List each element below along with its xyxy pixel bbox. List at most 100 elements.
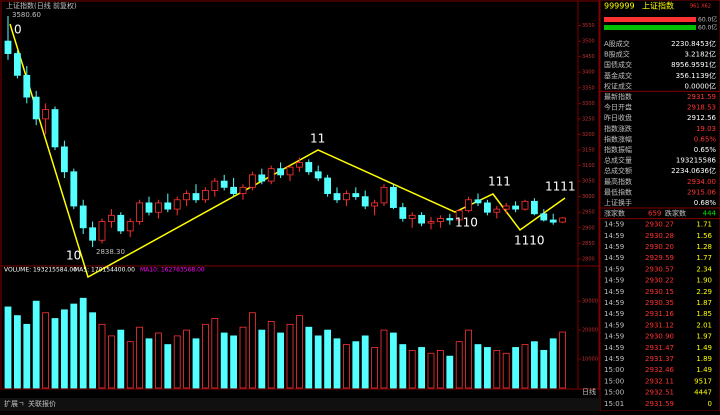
wave-label: 111: [488, 175, 511, 189]
y-tick-label: 2850: [582, 241, 595, 247]
candle-body: [427, 221, 435, 224]
candle-body: [389, 186, 397, 208]
y-tick-label: 3000: [582, 194, 595, 200]
candle-body: [446, 218, 454, 221]
candle-body: [512, 205, 519, 210]
tick-volume: 1.89: [696, 355, 712, 363]
candle-body: [248, 174, 256, 188]
tick-time: 14:59: [604, 321, 624, 329]
volume-bar: [305, 326, 313, 389]
candle-body: [136, 202, 144, 222]
y-tick-label: 2900: [582, 225, 595, 231]
candle-body: [418, 214, 426, 224]
candle-body: [4, 40, 12, 54]
volume-bar: [549, 338, 557, 389]
v-tick-label: 30000: [582, 299, 598, 305]
tick-price: 2931.37: [645, 355, 674, 363]
stat-label: 权证成交: [604, 81, 632, 90]
volume-bar: [324, 329, 332, 389]
stat-label: 昨日收盘: [604, 113, 632, 122]
candle-body: [371, 202, 379, 207]
volume-header: VOLUME: 193215584.00: [4, 267, 77, 274]
volume-bar: [436, 349, 444, 389]
candle-body: [286, 166, 294, 176]
volume-bar: [126, 341, 134, 389]
volume-bar: [154, 332, 162, 389]
volume-bar: [61, 309, 68, 389]
tick-time: 14:59: [604, 232, 624, 240]
candle-body: [154, 202, 162, 213]
volume-bar: [108, 335, 115, 389]
stat-value: 2912.56: [687, 114, 716, 122]
tick-time: 14:59: [604, 265, 624, 273]
low-label: 2838.30: [96, 248, 125, 256]
volume-bar: [23, 323, 31, 389]
footer-tab[interactable]: 扩展ㄱ: [4, 399, 24, 408]
wave-label: 1110: [514, 234, 545, 248]
stat-value: 3.2182亿: [685, 50, 717, 59]
stat-value: 0.65%: [694, 135, 717, 143]
stat-value: 2230.8453亿: [671, 39, 716, 48]
candle-body: [183, 193, 191, 201]
tick-time: 14:59: [604, 288, 624, 296]
tick-volume: 2.01: [696, 321, 712, 329]
footer-tab[interactable]: 关联报价: [28, 399, 56, 408]
tick-price: 2931.47: [645, 344, 674, 352]
y-tick-label: 3050: [582, 179, 595, 185]
stat-value: 356.1139亿: [676, 71, 716, 80]
v-tick-label: 10000: [582, 357, 598, 363]
candle-body: [98, 221, 106, 241]
volume-bar: [295, 315, 303, 389]
bar-label: 60.0亿: [698, 24, 717, 32]
stat-label: 总成交量: [604, 156, 632, 165]
chart-title: 上证指数(日线 前复权): [6, 1, 77, 10]
quote-panel: [599, 0, 720, 412]
candle-body: [465, 199, 473, 212]
tick-price: 2930.57: [645, 265, 674, 273]
stat-value: 2915.06: [687, 188, 716, 196]
wave-label: 1111: [545, 180, 576, 194]
stat-label: 指数涨跌: [604, 124, 632, 133]
stat-value: 0.0000亿: [685, 81, 717, 90]
volume-bar: [389, 332, 397, 389]
volume-bar: [418, 347, 426, 389]
tick-price: 2930.28: [645, 232, 674, 240]
candle-body: [455, 210, 463, 221]
quote-code: 999999: [604, 2, 635, 11]
up-label: 涨家数: [604, 209, 625, 218]
stat-value: 8956.9591亿: [671, 60, 716, 69]
tick-volume: 1.87: [696, 299, 712, 307]
tick-time: 14:59: [604, 344, 624, 352]
stat-label: 最低指数: [604, 187, 632, 196]
tick-time: 14:59: [604, 243, 624, 251]
candle-body: [380, 186, 388, 204]
stat-label: 上证换手: [604, 198, 632, 207]
volume-bar: [4, 306, 12, 389]
tick-volume: 1.56: [696, 232, 712, 240]
y-tick-label: 3350: [582, 85, 595, 91]
tick-volume: 1.49: [696, 366, 712, 374]
volume-bar: [361, 335, 369, 389]
bar-label: 60.0亿: [698, 16, 717, 24]
candle-body: [13, 53, 21, 76]
tick-volume: 1.85: [696, 310, 712, 318]
volume-header: MA10: 162763568.00: [140, 267, 205, 274]
volume-bar: [42, 312, 49, 389]
tick-price: 2930.27: [645, 221, 674, 229]
tick-price: 2930.35: [645, 299, 674, 307]
tick-time: 14:59: [604, 277, 624, 285]
volume-bar: [173, 335, 181, 389]
candle-body: [192, 193, 200, 201]
candle-body: [117, 214, 125, 232]
volume-bar: [70, 303, 78, 389]
volume-bar: [483, 347, 491, 389]
bar: [604, 25, 696, 30]
candle-body: [483, 202, 491, 213]
stat-label: 总成交额: [604, 166, 632, 175]
candle-body: [277, 168, 285, 176]
wave-label: 11: [310, 132, 325, 146]
candle-body: [23, 74, 31, 98]
footer-bar: [0, 398, 600, 411]
y-tick-label: 3100: [582, 163, 595, 169]
wave-label: 0: [14, 23, 22, 37]
